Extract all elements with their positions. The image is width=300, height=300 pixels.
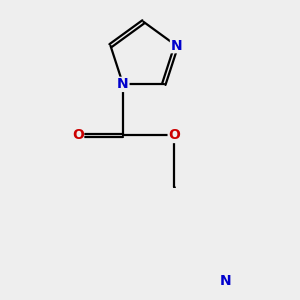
Text: O: O [168, 128, 180, 142]
Text: N: N [170, 39, 182, 53]
Text: N: N [117, 77, 129, 92]
Text: N: N [220, 274, 231, 288]
Text: O: O [72, 128, 84, 142]
